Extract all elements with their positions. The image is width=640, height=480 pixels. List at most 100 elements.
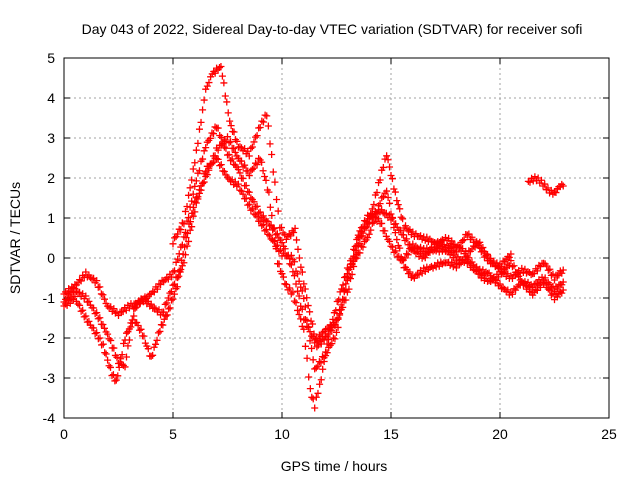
data-point xyxy=(329,321,337,329)
data-point xyxy=(93,277,101,285)
data-point xyxy=(482,268,490,276)
data-point xyxy=(308,344,316,352)
data-point xyxy=(96,283,104,291)
data-point xyxy=(225,151,233,159)
data-point xyxy=(115,312,122,320)
data-point xyxy=(168,296,176,304)
data-point xyxy=(136,300,144,308)
data-point xyxy=(387,171,395,179)
plot-frame xyxy=(63,57,610,419)
data-point xyxy=(376,200,384,208)
y-tick-label: -2 xyxy=(43,330,56,346)
data-point xyxy=(71,285,79,293)
data-point xyxy=(174,255,182,263)
data-point xyxy=(250,198,258,206)
data-point xyxy=(238,187,246,195)
data-point xyxy=(304,302,312,310)
data-point xyxy=(244,201,252,209)
data-point xyxy=(253,202,261,210)
data-point xyxy=(326,326,334,334)
data-point xyxy=(91,330,99,338)
data-point xyxy=(270,225,278,233)
data-point xyxy=(364,234,372,242)
data-point xyxy=(236,186,244,194)
data-point xyxy=(367,226,375,234)
data-point xyxy=(173,283,181,291)
data-point xyxy=(387,210,395,218)
data-point xyxy=(498,270,506,278)
data-point xyxy=(546,286,554,294)
data-point xyxy=(537,176,545,184)
data-point xyxy=(493,277,501,285)
data-point xyxy=(540,280,548,288)
data-point xyxy=(468,258,476,266)
data-point xyxy=(227,157,235,165)
data-point xyxy=(367,211,375,219)
data-point xyxy=(214,124,222,132)
data-point xyxy=(314,389,322,397)
data-point xyxy=(119,308,127,316)
data-point xyxy=(361,217,369,225)
data-point xyxy=(224,109,232,117)
data-point xyxy=(294,245,302,253)
data-point xyxy=(245,188,253,196)
data-point xyxy=(266,140,274,148)
data-point xyxy=(185,237,193,245)
data-point xyxy=(342,273,350,281)
data-point xyxy=(423,244,431,252)
data-point xyxy=(186,184,194,192)
data-point xyxy=(115,360,122,368)
data-point xyxy=(100,295,108,303)
data-point xyxy=(147,300,155,308)
data-point xyxy=(161,300,169,308)
data-point xyxy=(253,161,261,169)
data-point xyxy=(388,175,396,183)
data-point xyxy=(188,209,196,217)
data-point xyxy=(312,393,320,401)
data-point xyxy=(348,261,356,269)
data-point xyxy=(314,362,322,370)
data-point xyxy=(389,243,397,251)
data-point xyxy=(295,277,303,285)
data-point xyxy=(195,125,203,133)
data-point xyxy=(476,244,484,252)
y-tick-label: 3 xyxy=(47,130,55,146)
data-point xyxy=(388,214,396,222)
data-point xyxy=(83,318,91,326)
data-point xyxy=(85,297,93,305)
x-tick-label: 25 xyxy=(601,426,617,442)
data-point xyxy=(102,350,110,358)
data-point xyxy=(533,280,541,288)
data-point xyxy=(175,272,183,280)
data-point xyxy=(452,248,460,256)
data-point xyxy=(242,181,250,189)
data-point xyxy=(153,336,161,344)
data-point xyxy=(269,224,277,232)
data-point xyxy=(381,155,389,163)
data-point xyxy=(322,352,330,360)
data-point xyxy=(460,236,468,244)
data-point xyxy=(264,218,272,226)
data-point xyxy=(252,159,260,167)
data-point xyxy=(559,286,567,294)
data-point xyxy=(183,203,191,211)
data-point xyxy=(234,180,242,188)
data-point xyxy=(356,249,364,257)
y-axis-label: SDTVAR / TECUs xyxy=(7,182,23,294)
data-point xyxy=(295,254,303,262)
data-point xyxy=(320,336,328,344)
data-point xyxy=(417,232,425,240)
data-point xyxy=(375,215,383,223)
data-point xyxy=(130,312,138,320)
series-track-b xyxy=(60,154,567,373)
data-point xyxy=(357,228,365,236)
data-point xyxy=(172,258,180,266)
data-point xyxy=(147,352,155,360)
data-point xyxy=(107,336,115,344)
data-point xyxy=(396,226,404,234)
data-point xyxy=(117,355,125,363)
data-point xyxy=(493,259,501,267)
data-point xyxy=(178,257,186,265)
data-point xyxy=(258,158,266,166)
data-point xyxy=(221,92,229,100)
